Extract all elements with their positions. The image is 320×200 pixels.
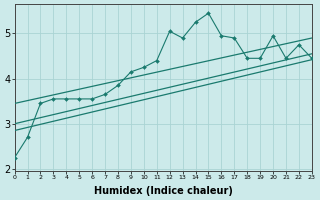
X-axis label: Humidex (Indice chaleur): Humidex (Indice chaleur) (94, 186, 233, 196)
